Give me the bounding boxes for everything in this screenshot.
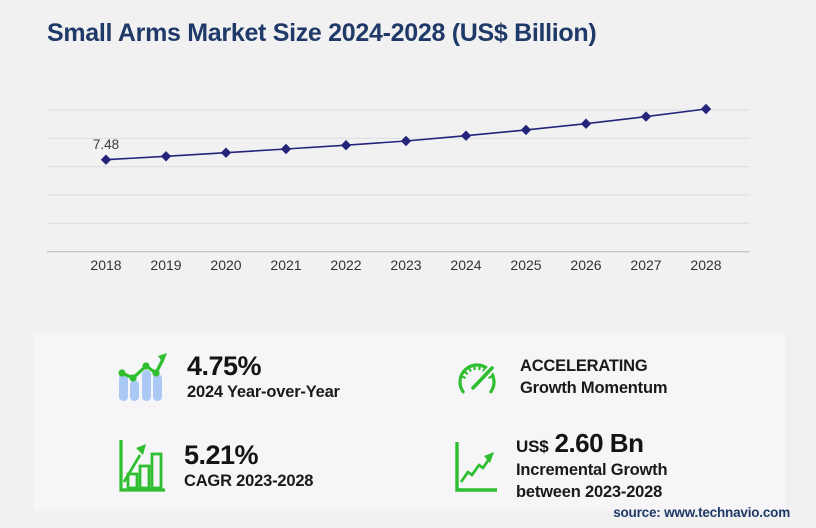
gridlines (47, 109, 750, 253)
yoy-label: 2024 Year-over-Year (187, 382, 340, 401)
data-point-2018 (100, 154, 112, 165)
stat-cagr: 5.21% CAGR 2023-2028 (33, 422, 409, 512)
stat-yoy: 4.75% 2024 Year-over-Year (33, 332, 409, 422)
data-point-2021 (280, 143, 292, 155)
data-point-2023 (400, 135, 412, 147)
data-point-2027 (640, 111, 652, 122)
data-point-2020 (220, 147, 232, 158)
bar-line-growth-icon (118, 352, 167, 401)
yoy-value: 4.75% (187, 350, 262, 381)
stat-incremental: US$ 2.60 Bn Incremental Growth between 2… (409, 422, 785, 512)
x-axis-label-2028: 2028 (690, 257, 721, 273)
cagr-value: 5.21% (184, 440, 259, 471)
data-point-label-2018: 7.48 (93, 137, 119, 152)
trend-line (105, 108, 707, 161)
x-axis-label-2026: 2026 (570, 257, 601, 273)
incremental-line2: between 2023-2028 (516, 482, 663, 501)
chart-title: Small Arms Market Size 2024-2028 (US$ Bi… (47, 19, 597, 47)
stat-momentum: ACCELERATING Growth Momentum (409, 332, 785, 422)
line-chart-rise-icon (455, 442, 497, 492)
incremental-line1: Incremental Growth (516, 460, 668, 479)
incremental-currency: US$ (516, 437, 549, 457)
x-axis-label-2018: 2018 (90, 257, 121, 273)
stats-card: 4.75% 2024 Year-over-Year (33, 332, 785, 511)
source-attribution: source: www.technavio.com (613, 505, 790, 520)
x-axis-label-2025: 2025 (510, 257, 541, 273)
data-point-2026 (580, 118, 592, 129)
momentum-line1: ACCELERATING (520, 356, 648, 375)
speedometer-icon (458, 363, 496, 394)
data-point-2025 (520, 124, 532, 136)
x-axis-label-2022: 2022 (330, 257, 361, 273)
x-axis-label-2023: 2023 (390, 257, 421, 273)
incremental-value: 2.60 Bn (554, 428, 644, 459)
data-point-2028 (700, 103, 712, 115)
market-size-line-chart: 2018 2019 2020 2021 2022 2023 2024 2025 2026 2027… (47, 103, 750, 273)
bar-chart-rise-icon (119, 440, 165, 492)
cagr-label: CAGR 2023-2028 (184, 472, 314, 491)
momentum-line2: Growth Momentum (520, 378, 668, 397)
x-axis-label-2020: 2020 (210, 257, 241, 273)
x-axis-label-2021: 2021 (270, 257, 301, 273)
data-point-2024 (460, 130, 472, 141)
data-point-2019 (160, 151, 172, 162)
x-axis-label-2024: 2024 (450, 257, 481, 273)
data-point-2022 (340, 140, 352, 151)
x-axis-label-2027: 2027 (630, 257, 661, 273)
x-axis-label-2019: 2019 (150, 257, 181, 273)
